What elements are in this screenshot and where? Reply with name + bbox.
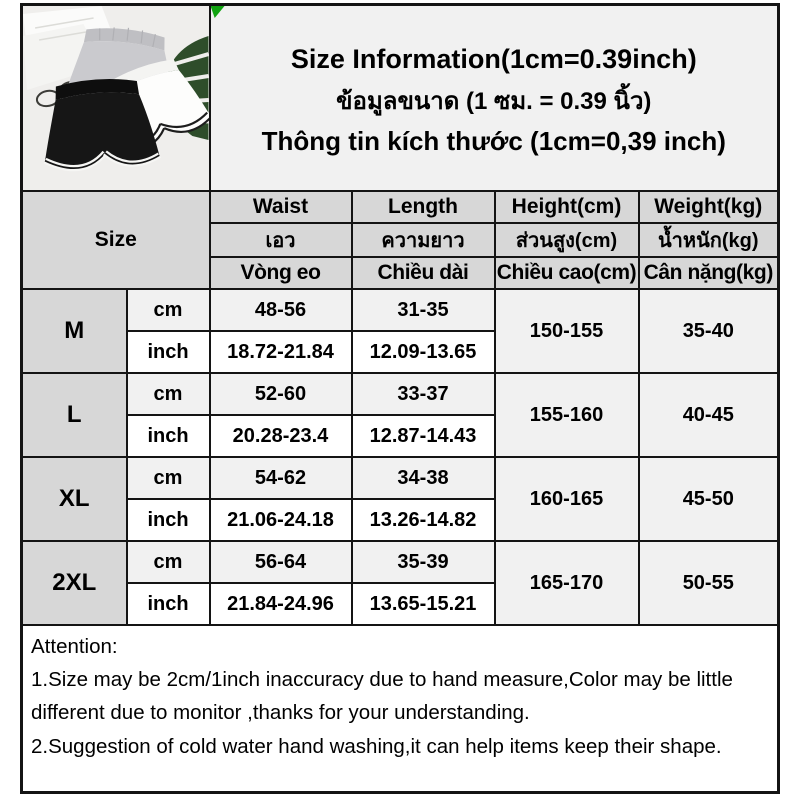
attention-section: Attention: 1.Size may be 2cm/1inch inacc…	[20, 624, 780, 794]
size-l-length-cm: 33-37	[350, 372, 496, 416]
size-m-height: 150-155	[493, 288, 640, 374]
size-xl-waist-inch: 21.06-24.18	[208, 498, 353, 542]
size-2xl-unit-inch: inch	[125, 582, 211, 626]
attention-note-2: 2.Suggestion of cold water hand washing,…	[31, 734, 722, 758]
col-header-height-en: Height(cm)	[493, 190, 640, 224]
size-xl-length-cm: 34-38	[350, 456, 496, 500]
size-m-waist-inch: 18.72-21.84	[208, 330, 353, 374]
black-shorts	[43, 79, 161, 172]
col-header-weight-th: น้ำหนัก(kg)	[637, 222, 780, 258]
title-english: Size Information(1cm=0.39inch)	[290, 43, 697, 74]
size-m-length-cm: 31-35	[350, 288, 496, 332]
size-chart: Size Information(1cm=0.39inch) ข้อมูลขนา…	[20, 3, 781, 794]
size-m-unit-cm: cm	[125, 288, 211, 332]
col-header-length-th: ความยาว	[350, 222, 496, 258]
col-header-waist-vi: Vòng eo	[208, 256, 353, 290]
col-header-weight-en: Weight(kg)	[637, 190, 780, 224]
size-xl-unit-inch: inch	[125, 498, 211, 542]
size-xl-length-inch: 13.26-14.82	[350, 498, 496, 542]
size-2xl-waist-cm: 56-64	[208, 540, 353, 584]
shorts-photo-illustration	[23, 6, 208, 190]
size-m-label: M	[20, 288, 128, 374]
col-header-weight-vi: Cân nặng(kg)	[637, 256, 780, 290]
size-xl-waist-cm: 54-62	[208, 456, 353, 500]
size-m-waist-cm: 48-56	[208, 288, 353, 332]
size-xl-weight: 45-50	[637, 456, 780, 542]
col-header-height-vi: Chiều cao(cm)	[493, 256, 640, 290]
size-table: Size Information(1cm=0.39inch) ข้อมูลขนา…	[20, 3, 781, 794]
size-l-weight: 40-45	[637, 372, 780, 458]
size-2xl-height: 165-170	[493, 540, 640, 626]
size-xl-height: 160-165	[493, 456, 640, 542]
size-2xl-unit-cm: cm	[125, 540, 211, 584]
size-l-waist-inch: 20.28-23.4	[208, 414, 353, 458]
size-xl-label: XL	[20, 456, 128, 542]
size-2xl-weight: 50-55	[637, 540, 780, 626]
size-2xl-label: 2XL	[20, 540, 128, 626]
green-corner-marker	[211, 6, 225, 18]
size-l-unit-cm: cm	[125, 372, 211, 416]
col-header-length-vi: Chiều dài	[350, 256, 496, 290]
size-2xl-length-inch: 13.65-15.21	[350, 582, 496, 626]
col-header-length-en: Length	[350, 190, 496, 224]
attention-note-1: 1.Size may be 2cm/1inch inaccuracy due t…	[31, 668, 733, 725]
title-vietnamese: Thông tin kích thước (1cm=0,39 inch)	[261, 125, 726, 156]
size-m-weight: 35-40	[637, 288, 780, 374]
size-xl-unit-cm: cm	[125, 456, 211, 500]
size-l-height: 155-160	[493, 372, 640, 458]
attention-heading: Attention:	[31, 635, 118, 658]
size-2xl-waist-inch: 21.84-24.96	[208, 582, 353, 626]
size-m-unit-inch: inch	[125, 330, 211, 374]
size-l-label: L	[20, 372, 128, 458]
size-l-waist-cm: 52-60	[208, 372, 353, 416]
size-m-length-inch: 12.09-13.65	[350, 330, 496, 374]
size-2xl-length-cm: 35-39	[350, 540, 496, 584]
col-header-waist-th: เอว	[208, 222, 353, 258]
title-thai: ข้อมูลขนาด (1 ซม. = 0.39 นิ้ว)	[336, 87, 652, 115]
title-cell: Size Information(1cm=0.39inch) ข้อมูลขนา…	[208, 3, 780, 192]
size-header-cell: Size	[20, 190, 211, 290]
size-l-length-inch: 12.87-14.43	[350, 414, 496, 458]
col-header-waist-en: Waist	[208, 190, 353, 224]
product-photo	[20, 3, 211, 192]
col-header-height-th: ส่วนสูง(cm)	[493, 222, 640, 258]
size-l-unit-inch: inch	[125, 414, 211, 458]
